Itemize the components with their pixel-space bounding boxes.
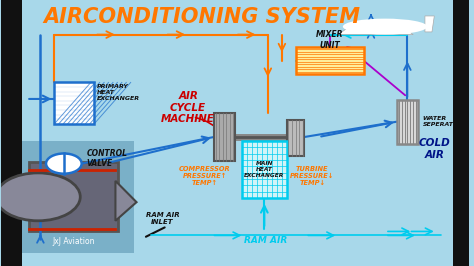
- Text: CONTROL
VALVE: CONTROL VALVE: [86, 149, 128, 168]
- Text: MIXER
UNIT: MIXER UNIT: [316, 30, 344, 49]
- Ellipse shape: [343, 19, 427, 35]
- Bar: [453, 0, 469, 266]
- Bar: [22, 141, 134, 253]
- Text: COLD
AIR: COLD AIR: [419, 138, 450, 160]
- Text: AIRCONDITIONING SYSTEM: AIRCONDITIONING SYSTEM: [44, 7, 361, 27]
- Bar: [28, 162, 118, 231]
- Text: PRIMARY
HEAT
EXCHANGER: PRIMARY HEAT EXCHANGER: [97, 85, 140, 101]
- Text: JxJ Aviation: JxJ Aviation: [52, 237, 94, 246]
- Bar: [0, 0, 22, 266]
- Polygon shape: [338, 21, 413, 35]
- Polygon shape: [116, 181, 137, 221]
- Text: TURBINE
PRESSURE↓
TEMP↓: TURBINE PRESSURE↓ TEMP↓: [290, 165, 335, 186]
- Text: RAM AIR
INLET: RAM AIR INLET: [146, 212, 179, 225]
- Text: AIR
CYCLE
MACHINE: AIR CYCLE MACHINE: [161, 91, 215, 124]
- Text: RAM AIR: RAM AIR: [244, 236, 287, 245]
- Text: WATER
SEPERATOR: WATER SEPERATOR: [423, 116, 464, 127]
- Bar: [55, 82, 94, 124]
- Bar: [287, 120, 304, 156]
- Bar: [242, 141, 287, 198]
- Circle shape: [0, 173, 80, 221]
- Circle shape: [46, 153, 82, 174]
- Text: MAIN
HEAT
EXCHANGER: MAIN HEAT EXCHANGER: [244, 161, 284, 178]
- Bar: [214, 113, 235, 161]
- Polygon shape: [425, 16, 434, 32]
- Bar: [397, 100, 418, 144]
- Bar: [296, 47, 364, 74]
- Text: COMPRESSOR
PRESSURE↑
TEMP↑: COMPRESSOR PRESSURE↑ TEMP↑: [179, 165, 230, 186]
